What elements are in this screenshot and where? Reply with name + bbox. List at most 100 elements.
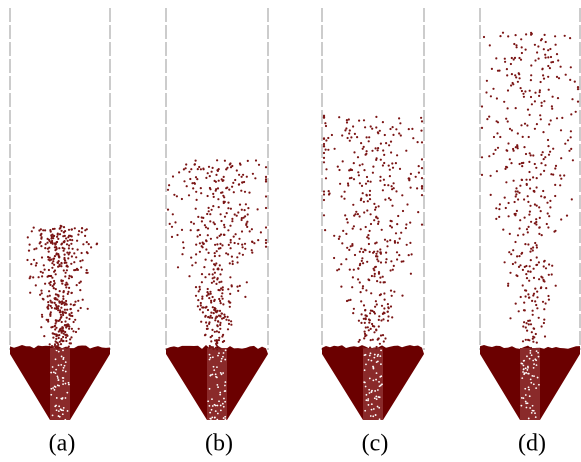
particle	[53, 246, 57, 249]
particle	[513, 42, 516, 46]
particle	[512, 179, 515, 182]
particle	[221, 288, 224, 291]
particle	[365, 175, 369, 179]
particle	[546, 138, 550, 142]
particle	[373, 331, 376, 334]
particle	[394, 232, 398, 235]
particle	[364, 153, 367, 156]
particle	[383, 292, 386, 295]
particle	[208, 344, 211, 348]
spout-void	[375, 361, 378, 364]
particle	[548, 67, 552, 70]
spout-void	[523, 359, 526, 362]
spout-void	[532, 359, 535, 362]
particle	[535, 123, 539, 126]
particle	[365, 150, 368, 153]
particle	[529, 154, 532, 157]
particle	[226, 166, 229, 169]
particle	[375, 303, 378, 306]
particle	[346, 246, 349, 249]
particle	[79, 306, 82, 310]
particle	[53, 333, 56, 336]
particle	[322, 214, 326, 217]
particle	[544, 164, 547, 167]
particle	[390, 294, 393, 297]
particle	[526, 329, 529, 332]
particle	[336, 269, 339, 272]
particle	[389, 198, 392, 201]
particle	[535, 256, 538, 259]
spout-void	[537, 351, 539, 354]
particle	[529, 250, 532, 253]
particle	[228, 305, 231, 308]
particle	[539, 114, 542, 117]
particle	[333, 256, 336, 260]
particle	[544, 267, 548, 270]
particle	[73, 303, 76, 306]
particle	[52, 336, 55, 339]
particle	[511, 262, 514, 266]
spout-void	[216, 418, 219, 421]
particle	[386, 319, 390, 322]
spout-void	[372, 415, 375, 418]
particle	[380, 304, 384, 307]
particle	[168, 184, 171, 187]
particle	[171, 175, 175, 178]
spout-void	[373, 397, 376, 400]
particle	[363, 330, 366, 333]
particle	[379, 175, 382, 178]
particle	[246, 159, 249, 162]
particle	[219, 321, 222, 324]
particle	[210, 301, 213, 304]
particle	[175, 195, 178, 198]
particle	[530, 220, 533, 223]
particle	[516, 234, 520, 237]
particle	[264, 245, 268, 248]
particle	[515, 76, 518, 79]
particle	[219, 242, 222, 245]
particle	[213, 179, 216, 182]
particle	[504, 167, 507, 170]
particle	[547, 153, 551, 156]
particle	[515, 44, 518, 47]
spout-void	[371, 389, 373, 392]
particle	[387, 315, 390, 318]
particle	[354, 213, 357, 216]
particle	[50, 301, 53, 304]
spout-void	[60, 364, 63, 366]
particle	[360, 313, 363, 316]
particle	[220, 268, 223, 271]
spout-void	[367, 399, 369, 402]
particle	[386, 245, 389, 248]
particle	[496, 121, 500, 124]
particle	[392, 182, 395, 185]
particle	[360, 142, 363, 145]
spout-void	[368, 392, 371, 394]
particle	[39, 293, 42, 296]
particle	[420, 185, 424, 188]
particle	[67, 277, 71, 280]
particle	[217, 339, 220, 342]
particle	[185, 163, 188, 166]
particle	[401, 209, 405, 213]
particle	[377, 220, 380, 223]
particle	[66, 334, 69, 337]
particle	[248, 191, 251, 194]
particle	[391, 162, 394, 165]
spout-void	[368, 377, 371, 380]
particle	[485, 91, 488, 94]
spout-void	[373, 353, 376, 356]
particle	[409, 172, 412, 175]
particle	[241, 246, 244, 249]
particle	[495, 217, 498, 220]
particle	[543, 196, 546, 199]
particle	[530, 247, 533, 250]
particle	[166, 188, 170, 191]
particle	[379, 334, 383, 337]
particle	[47, 320, 50, 323]
particle	[374, 147, 377, 150]
particle	[551, 60, 555, 64]
particle	[40, 313, 44, 316]
particle	[527, 319, 530, 322]
particle	[213, 330, 216, 333]
